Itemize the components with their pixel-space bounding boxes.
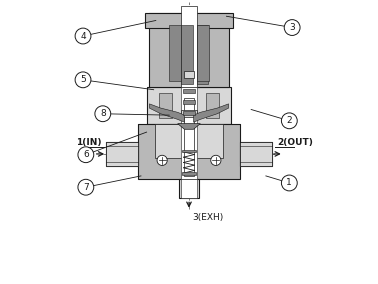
Text: 3(EXH): 3(EXH)	[192, 213, 223, 222]
Bar	[183, 111, 195, 115]
Bar	[105, 142, 138, 166]
Polygon shape	[194, 104, 229, 122]
Text: 2: 2	[287, 116, 292, 125]
Text: 1(IN): 1(IN)	[76, 138, 101, 147]
Bar	[183, 89, 195, 93]
Polygon shape	[178, 124, 200, 129]
Text: 6: 6	[83, 150, 89, 159]
Bar	[181, 25, 192, 84]
Bar	[138, 124, 240, 179]
Bar	[181, 6, 197, 87]
Polygon shape	[105, 124, 138, 166]
Bar	[147, 87, 231, 124]
Bar	[240, 142, 273, 166]
Bar	[159, 93, 172, 118]
Bar	[197, 25, 209, 81]
Circle shape	[78, 179, 94, 195]
Polygon shape	[240, 124, 273, 166]
Text: 5: 5	[80, 75, 86, 84]
Bar	[181, 87, 197, 124]
Bar	[184, 71, 194, 78]
Bar	[181, 124, 197, 179]
Text: 8: 8	[100, 109, 106, 118]
Circle shape	[211, 155, 221, 166]
Circle shape	[75, 72, 91, 88]
Bar	[149, 13, 229, 87]
Circle shape	[95, 106, 111, 122]
Bar	[183, 100, 195, 104]
Bar	[180, 179, 198, 198]
Circle shape	[157, 155, 167, 166]
Bar	[181, 179, 197, 198]
Circle shape	[281, 175, 297, 191]
Bar	[182, 150, 196, 152]
Text: 4: 4	[80, 32, 86, 41]
Text: 7: 7	[83, 183, 89, 192]
Circle shape	[78, 147, 94, 163]
Bar	[197, 25, 208, 84]
Text: 1: 1	[287, 178, 292, 187]
Bar	[182, 172, 196, 174]
Polygon shape	[149, 104, 184, 122]
Circle shape	[284, 20, 300, 36]
Circle shape	[281, 113, 297, 129]
Circle shape	[75, 28, 91, 44]
Bar	[169, 25, 181, 81]
Text: 2(OUT): 2(OUT)	[277, 138, 313, 147]
Bar	[145, 13, 233, 28]
Bar	[155, 124, 223, 158]
Bar	[184, 98, 194, 176]
Bar	[206, 93, 219, 118]
Bar	[181, 110, 197, 116]
Text: 3: 3	[289, 23, 295, 32]
